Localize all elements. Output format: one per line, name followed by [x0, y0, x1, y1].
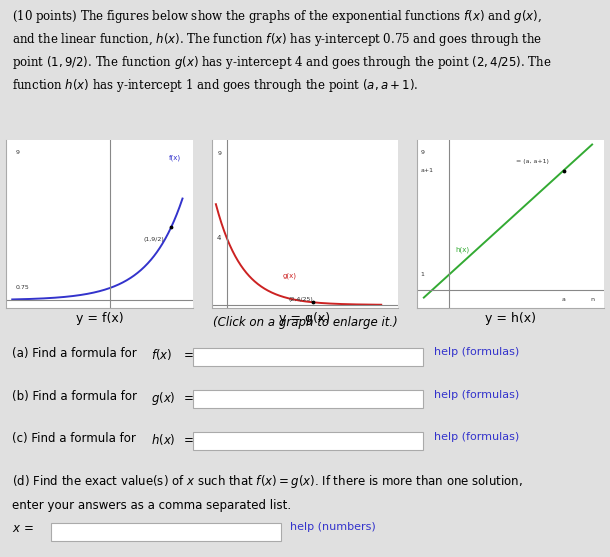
- Text: (2,4/25): (2,4/25): [289, 297, 314, 302]
- Text: $x$ =: $x$ =: [12, 522, 34, 535]
- X-axis label: y = f(x): y = f(x): [76, 312, 123, 325]
- Text: $=$: $=$: [181, 432, 194, 445]
- Text: $h(x)$: $h(x)$: [151, 432, 176, 447]
- Text: $=$: $=$: [181, 348, 194, 360]
- Text: a+1: a+1: [420, 168, 434, 173]
- FancyBboxPatch shape: [193, 390, 423, 408]
- X-axis label: y = h(x): y = h(x): [485, 312, 536, 325]
- Text: g(x): g(x): [282, 273, 296, 280]
- Text: 1: 1: [420, 272, 425, 277]
- Text: help (formulas): help (formulas): [434, 432, 518, 442]
- X-axis label: y = g(x): y = g(x): [279, 312, 331, 325]
- Text: 9: 9: [420, 150, 425, 155]
- Text: (b) Find a formula for: (b) Find a formula for: [12, 390, 141, 403]
- Text: enter your answers as a comma separated list.: enter your answers as a comma separated …: [12, 499, 291, 512]
- Text: help (formulas): help (formulas): [434, 390, 518, 400]
- Text: (c) Find a formula for: (c) Find a formula for: [12, 432, 140, 445]
- Text: 4: 4: [217, 234, 221, 241]
- Text: = (a, a+1): = (a, a+1): [517, 159, 549, 164]
- Text: help (formulas): help (formulas): [434, 348, 518, 357]
- Text: 9: 9: [15, 150, 20, 155]
- Text: (d) Find the exact value(s) of $x$ such that $f(x) = g(x)$. If there is more tha: (d) Find the exact value(s) of $x$ such …: [12, 473, 523, 490]
- Text: help (numbers): help (numbers): [290, 522, 376, 532]
- Text: n: n: [590, 297, 594, 302]
- FancyBboxPatch shape: [193, 432, 423, 450]
- Text: (10 points) The figures below show the graphs of the exponential functions $f(x): (10 points) The figures below show the g…: [12, 8, 551, 94]
- Text: $=$: $=$: [181, 390, 194, 403]
- Text: $f(x)$: $f(x)$: [151, 348, 173, 362]
- Text: (1,9/2): (1,9/2): [144, 237, 165, 242]
- FancyBboxPatch shape: [193, 348, 423, 366]
- Text: $g(x)$: $g(x)$: [151, 390, 176, 407]
- Text: 0.75: 0.75: [15, 285, 29, 290]
- Text: a: a: [562, 297, 565, 302]
- Text: (Click on a graph to enlarge it.): (Click on a graph to enlarge it.): [213, 316, 397, 329]
- Text: (a) Find a formula for: (a) Find a formula for: [12, 348, 140, 360]
- Text: 9: 9: [217, 151, 221, 156]
- FancyBboxPatch shape: [51, 523, 281, 541]
- Text: f(x): f(x): [168, 154, 181, 161]
- Text: h(x): h(x): [456, 247, 470, 253]
